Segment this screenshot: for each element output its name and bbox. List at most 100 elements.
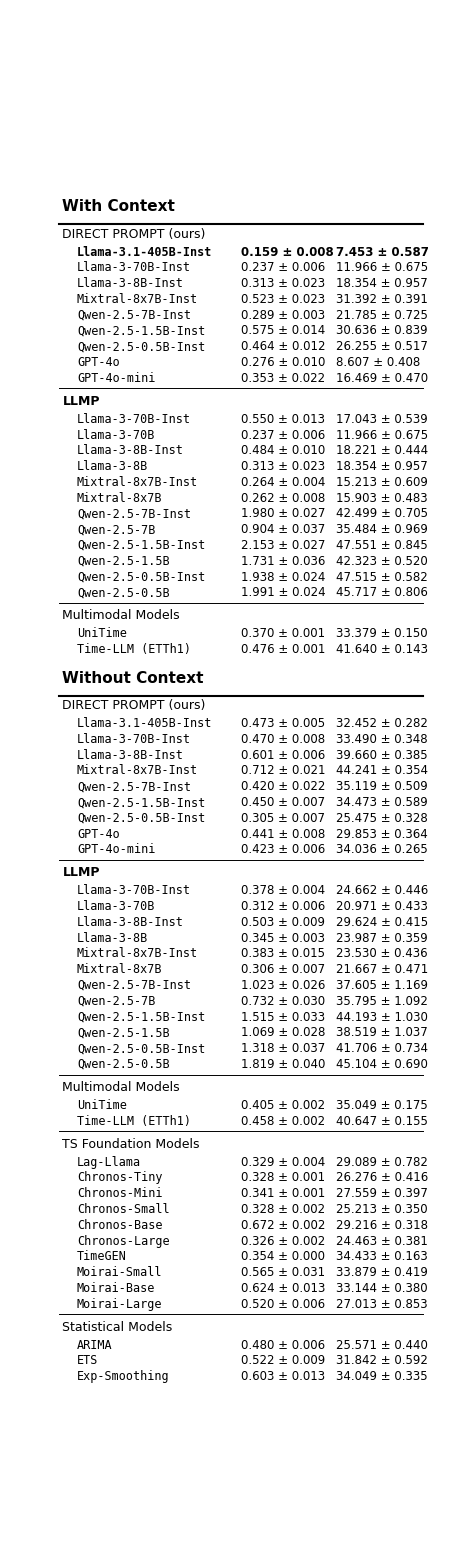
Text: 0.159 ± 0.008: 0.159 ± 0.008 xyxy=(241,245,334,259)
Text: 2.153 ± 0.027: 2.153 ± 0.027 xyxy=(241,538,325,552)
Text: 0.341 ± 0.001: 0.341 ± 0.001 xyxy=(241,1187,325,1200)
Text: 41.640 ± 0.143: 41.640 ± 0.143 xyxy=(336,643,428,657)
Text: 0.476 ± 0.001: 0.476 ± 0.001 xyxy=(241,643,325,657)
Text: 1.731 ± 0.036: 1.731 ± 0.036 xyxy=(241,555,325,568)
Text: 0.523 ± 0.023: 0.523 ± 0.023 xyxy=(241,293,325,306)
Text: 0.712 ± 0.021: 0.712 ± 0.021 xyxy=(241,764,325,777)
Text: 0.305 ± 0.007: 0.305 ± 0.007 xyxy=(241,811,325,825)
Text: Llama-3.1-405B-Inst: Llama-3.1-405B-Inst xyxy=(77,718,212,730)
Text: 18.354 ± 0.957: 18.354 ± 0.957 xyxy=(336,278,427,290)
Text: Llama-3.1-405B-Inst: Llama-3.1-405B-Inst xyxy=(77,245,212,259)
Text: 15.213 ± 0.609: 15.213 ± 0.609 xyxy=(336,476,427,488)
Text: Llama-3-70B-Inst: Llama-3-70B-Inst xyxy=(77,733,191,746)
Text: Moirai-Base: Moirai-Base xyxy=(77,1282,156,1295)
Text: 0.276 ± 0.010: 0.276 ± 0.010 xyxy=(241,356,325,370)
Text: 44.193 ± 1.030: 44.193 ± 1.030 xyxy=(336,1011,427,1023)
Text: TimeGEN: TimeGEN xyxy=(77,1251,127,1264)
Text: 27.013 ± 0.853: 27.013 ± 0.853 xyxy=(336,1298,427,1310)
Text: 0.354 ± 0.000: 0.354 ± 0.000 xyxy=(241,1251,325,1264)
Text: 39.660 ± 0.385: 39.660 ± 0.385 xyxy=(336,749,427,761)
Text: Statistical Models: Statistical Models xyxy=(63,1321,172,1334)
Text: ARIMA: ARIMA xyxy=(77,1338,113,1351)
Text: Llama-3-70B-Inst: Llama-3-70B-Inst xyxy=(77,413,191,426)
Text: 27.559 ± 0.397: 27.559 ± 0.397 xyxy=(336,1187,427,1200)
Text: 0.329 ± 0.004: 0.329 ± 0.004 xyxy=(241,1156,325,1168)
Text: Without Context: Without Context xyxy=(63,671,204,686)
Text: 42.499 ± 0.705: 42.499 ± 0.705 xyxy=(336,507,428,521)
Text: Qwen-2.5-0.5B-Inst: Qwen-2.5-0.5B-Inst xyxy=(77,571,205,583)
Text: DIRECT PROMPT (ours): DIRECT PROMPT (ours) xyxy=(63,699,206,711)
Text: Qwen-2.5-7B-Inst: Qwen-2.5-7B-Inst xyxy=(77,780,191,792)
Text: 47.551 ± 0.845: 47.551 ± 0.845 xyxy=(336,538,427,552)
Text: Qwen-2.5-0.5B-Inst: Qwen-2.5-0.5B-Inst xyxy=(77,1042,205,1055)
Text: 38.519 ± 1.037: 38.519 ± 1.037 xyxy=(336,1026,427,1039)
Text: Qwen-2.5-1.5B-Inst: Qwen-2.5-1.5B-Inst xyxy=(77,1011,205,1023)
Text: Qwen-2.5-1.5B: Qwen-2.5-1.5B xyxy=(77,555,170,568)
Text: Moirai-Large: Moirai-Large xyxy=(77,1298,163,1310)
Text: 37.605 ± 1.169: 37.605 ± 1.169 xyxy=(336,980,428,992)
Text: 18.354 ± 0.957: 18.354 ± 0.957 xyxy=(336,460,427,473)
Text: Qwen-2.5-7B: Qwen-2.5-7B xyxy=(77,523,156,537)
Text: 0.603 ± 0.013: 0.603 ± 0.013 xyxy=(241,1370,325,1384)
Text: 0.904 ± 0.037: 0.904 ± 0.037 xyxy=(241,523,325,537)
Text: 45.717 ± 0.806: 45.717 ± 0.806 xyxy=(336,587,427,599)
Text: 33.490 ± 0.348: 33.490 ± 0.348 xyxy=(336,733,427,746)
Text: Chronos-Small: Chronos-Small xyxy=(77,1203,170,1215)
Text: Qwen-2.5-1.5B-Inst: Qwen-2.5-1.5B-Inst xyxy=(77,538,205,552)
Text: GPT-4o-mini: GPT-4o-mini xyxy=(77,371,156,385)
Text: 1.938 ± 0.024: 1.938 ± 0.024 xyxy=(241,571,325,583)
Text: 0.237 ± 0.006: 0.237 ± 0.006 xyxy=(241,429,325,441)
Text: 1.069 ± 0.028: 1.069 ± 0.028 xyxy=(241,1026,325,1039)
Text: Chronos-Mini: Chronos-Mini xyxy=(77,1187,163,1200)
Text: 0.378 ± 0.004: 0.378 ± 0.004 xyxy=(241,885,325,897)
Text: 33.879 ± 0.419: 33.879 ± 0.419 xyxy=(336,1267,427,1279)
Text: 0.328 ± 0.001: 0.328 ± 0.001 xyxy=(241,1172,325,1184)
Text: 25.475 ± 0.328: 25.475 ± 0.328 xyxy=(336,811,427,825)
Text: Mixtral-8x7B: Mixtral-8x7B xyxy=(77,491,163,504)
Text: 0.480 ± 0.006: 0.480 ± 0.006 xyxy=(241,1338,325,1351)
Text: 34.433 ± 0.163: 34.433 ± 0.163 xyxy=(336,1251,427,1264)
Text: 45.104 ± 0.690: 45.104 ± 0.690 xyxy=(336,1058,427,1070)
Text: 0.262 ± 0.008: 0.262 ± 0.008 xyxy=(241,491,325,504)
Text: 35.795 ± 1.092: 35.795 ± 1.092 xyxy=(336,995,427,1008)
Text: 35.484 ± 0.969: 35.484 ± 0.969 xyxy=(336,523,427,537)
Text: Llama-3-70B-Inst: Llama-3-70B-Inst xyxy=(77,261,191,275)
Text: 42.323 ± 0.520: 42.323 ± 0.520 xyxy=(336,555,427,568)
Text: Llama-3-70B: Llama-3-70B xyxy=(77,900,156,913)
Text: Llama-3-70B-Inst: Llama-3-70B-Inst xyxy=(77,885,191,897)
Text: Chronos-Tiny: Chronos-Tiny xyxy=(77,1172,163,1184)
Text: Qwen-2.5-7B-Inst: Qwen-2.5-7B-Inst xyxy=(77,507,191,521)
Text: 1.318 ± 0.037: 1.318 ± 0.037 xyxy=(241,1042,325,1055)
Text: LLMP: LLMP xyxy=(63,866,100,880)
Text: 11.966 ± 0.675: 11.966 ± 0.675 xyxy=(336,261,428,275)
Text: 44.241 ± 0.354: 44.241 ± 0.354 xyxy=(336,764,428,777)
Text: 29.624 ± 0.415: 29.624 ± 0.415 xyxy=(336,916,428,928)
Text: Qwen-2.5-0.5B-Inst: Qwen-2.5-0.5B-Inst xyxy=(77,811,205,825)
Text: Time-LLM (ETTh1): Time-LLM (ETTh1) xyxy=(77,643,191,657)
Text: 0.353 ± 0.022: 0.353 ± 0.022 xyxy=(241,371,325,385)
Text: TS Foundation Models: TS Foundation Models xyxy=(63,1137,200,1151)
Text: 0.237 ± 0.006: 0.237 ± 0.006 xyxy=(241,261,325,275)
Text: 26.255 ± 0.517: 26.255 ± 0.517 xyxy=(336,340,427,353)
Text: Multimodal Models: Multimodal Models xyxy=(63,610,180,622)
Text: GPT-4o-mini: GPT-4o-mini xyxy=(77,844,156,856)
Text: 29.216 ± 0.318: 29.216 ± 0.318 xyxy=(336,1218,428,1232)
Text: 0.732 ± 0.030: 0.732 ± 0.030 xyxy=(241,995,325,1008)
Text: 0.423 ± 0.006: 0.423 ± 0.006 xyxy=(241,844,325,856)
Text: 0.450 ± 0.007: 0.450 ± 0.007 xyxy=(241,796,325,810)
Text: Chronos-Base: Chronos-Base xyxy=(77,1218,163,1232)
Text: 24.662 ± 0.446: 24.662 ± 0.446 xyxy=(336,885,428,897)
Text: 8.607 ± 0.408: 8.607 ± 0.408 xyxy=(336,356,420,370)
Text: 1.980 ± 0.027: 1.980 ± 0.027 xyxy=(241,507,325,521)
Text: Multimodal Models: Multimodal Models xyxy=(63,1081,180,1094)
Text: Llama-3-8B: Llama-3-8B xyxy=(77,931,148,945)
Text: LLMP: LLMP xyxy=(63,395,100,407)
Text: 34.036 ± 0.265: 34.036 ± 0.265 xyxy=(336,844,427,856)
Text: DIRECT PROMPT (ours): DIRECT PROMPT (ours) xyxy=(63,228,206,240)
Text: Mixtral-8x7B-Inst: Mixtral-8x7B-Inst xyxy=(77,476,198,488)
Text: 31.842 ± 0.592: 31.842 ± 0.592 xyxy=(336,1354,427,1368)
Text: With Context: With Context xyxy=(63,200,175,214)
Text: UniTime: UniTime xyxy=(77,627,127,640)
Text: 31.392 ± 0.391: 31.392 ± 0.391 xyxy=(336,293,427,306)
Text: 32.452 ± 0.282: 32.452 ± 0.282 xyxy=(336,718,427,730)
